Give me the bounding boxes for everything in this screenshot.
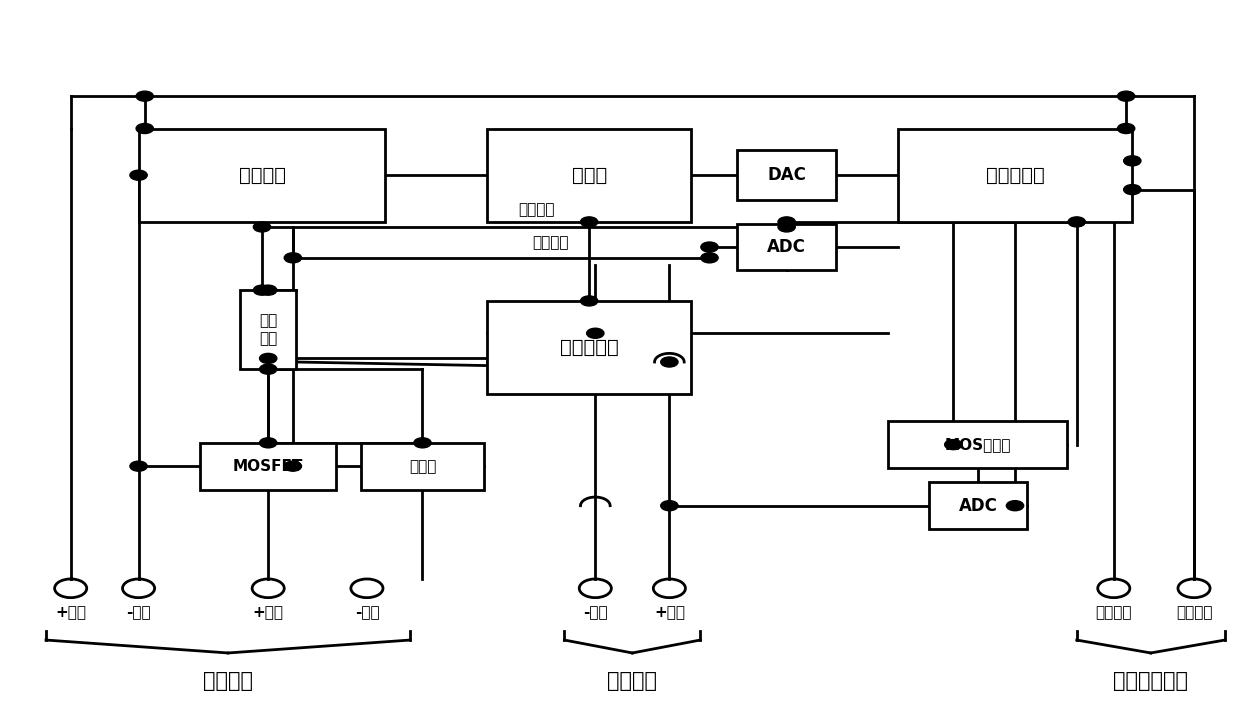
Circle shape	[661, 357, 678, 367]
Circle shape	[136, 91, 154, 101]
Circle shape	[580, 296, 598, 306]
Text: 串行通讯总线: 串行通讯总线	[1114, 671, 1188, 691]
FancyBboxPatch shape	[738, 224, 836, 270]
Circle shape	[1123, 156, 1141, 166]
Text: ADC: ADC	[768, 238, 806, 256]
Circle shape	[701, 242, 718, 252]
Text: 均流母线: 均流母线	[608, 671, 657, 691]
FancyBboxPatch shape	[889, 421, 1068, 468]
Text: 电压反馈: 电压反馈	[518, 203, 556, 218]
Circle shape	[1068, 217, 1085, 227]
Text: +输出: +输出	[253, 605, 284, 620]
Text: 保护控制器: 保护控制器	[986, 166, 1044, 185]
Text: -均流: -均流	[583, 605, 608, 620]
Circle shape	[130, 170, 148, 180]
FancyBboxPatch shape	[139, 128, 386, 222]
Circle shape	[945, 439, 962, 450]
Text: -输入: -输入	[126, 605, 151, 620]
FancyBboxPatch shape	[487, 301, 691, 395]
Text: +输入: +输入	[55, 605, 86, 620]
Text: MOS驱动器: MOS驱动器	[945, 437, 1012, 452]
FancyBboxPatch shape	[929, 482, 1028, 529]
Text: +均流: +均流	[653, 605, 684, 620]
FancyBboxPatch shape	[361, 443, 484, 489]
Text: 电流计: 电流计	[409, 459, 436, 473]
Circle shape	[284, 461, 301, 471]
Circle shape	[701, 253, 718, 263]
Circle shape	[253, 285, 270, 295]
Circle shape	[284, 253, 301, 263]
FancyBboxPatch shape	[898, 128, 1132, 222]
Text: 电流反馈: 电流反馈	[532, 235, 569, 251]
Text: 采样
电阻: 采样 电阻	[259, 313, 278, 346]
Text: ADC: ADC	[959, 497, 997, 515]
Text: DAC: DAC	[768, 167, 806, 184]
Text: 加法器: 加法器	[572, 166, 606, 185]
Circle shape	[1117, 91, 1135, 101]
Circle shape	[253, 222, 270, 232]
Circle shape	[414, 438, 432, 448]
Circle shape	[587, 328, 604, 338]
Circle shape	[777, 222, 795, 232]
FancyBboxPatch shape	[201, 443, 336, 489]
Circle shape	[259, 438, 277, 448]
Text: 均流控制器: 均流控制器	[559, 338, 619, 357]
Circle shape	[580, 217, 598, 227]
Circle shape	[1123, 185, 1141, 195]
Text: 串口发送: 串口发送	[1095, 605, 1132, 620]
Circle shape	[259, 285, 277, 295]
Circle shape	[136, 124, 154, 133]
Text: -输出: -输出	[355, 605, 379, 620]
Text: 串口接收: 串口接收	[1176, 605, 1213, 620]
Circle shape	[1117, 124, 1135, 133]
FancyBboxPatch shape	[487, 128, 691, 222]
Circle shape	[1007, 501, 1024, 510]
Circle shape	[777, 217, 795, 227]
FancyBboxPatch shape	[738, 150, 836, 201]
Circle shape	[661, 501, 678, 510]
Circle shape	[259, 364, 277, 374]
Text: 开关电源: 开关电源	[238, 166, 285, 185]
Circle shape	[130, 461, 148, 471]
FancyBboxPatch shape	[241, 290, 296, 369]
Text: 功率接口: 功率接口	[203, 671, 253, 691]
Circle shape	[259, 353, 277, 363]
Text: MOSFET: MOSFET	[233, 459, 304, 473]
